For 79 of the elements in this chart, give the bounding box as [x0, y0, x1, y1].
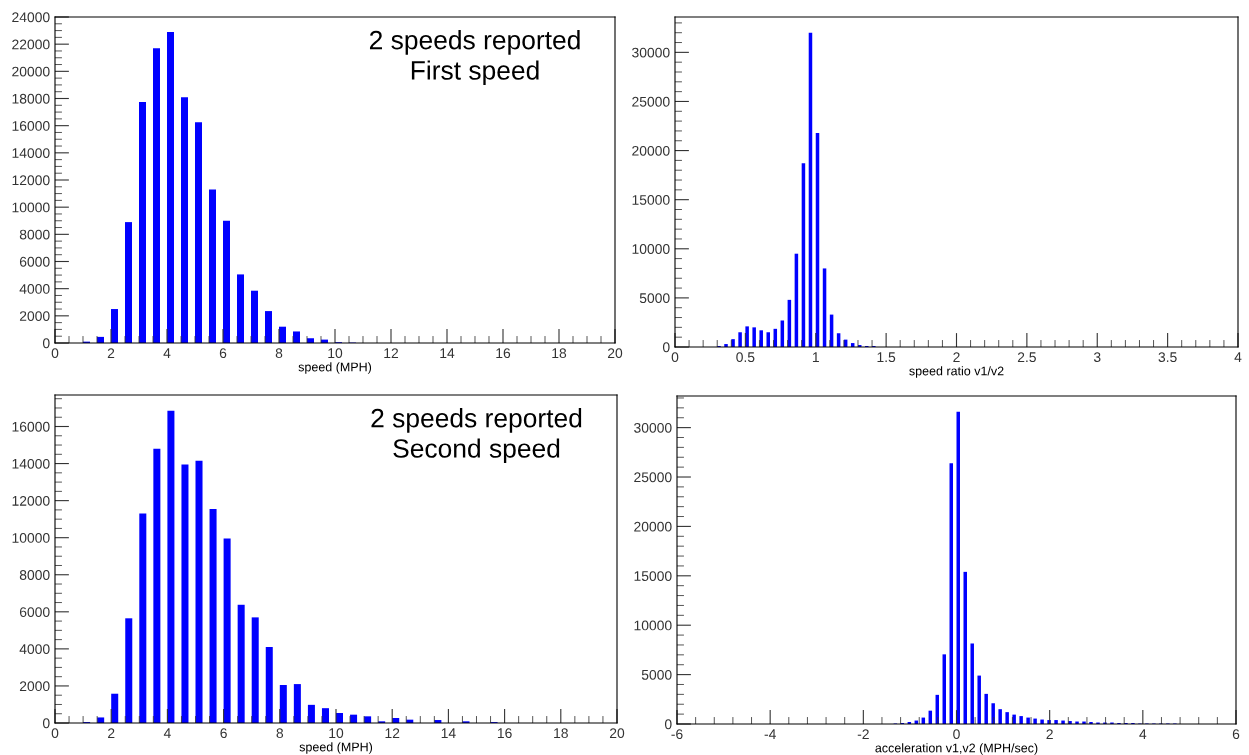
y-tick-label: 8000	[19, 229, 50, 240]
x-tick-label: 20	[607, 348, 623, 359]
x-tick-label: 14	[440, 348, 455, 358]
y-tick-label: 25000	[634, 472, 672, 483]
y-tick-label: 4000	[19, 284, 50, 294]
y-tick-label: 2000	[19, 311, 50, 321]
x-axis-title: speed (MPH)	[298, 362, 372, 374]
y-tick-label: 4000	[19, 644, 50, 655]
x-tick-label: 12	[384, 348, 399, 358]
y-tick-label: 22000	[12, 39, 50, 50]
y-tick-label: 24000	[12, 12, 50, 23]
y-tick-label: 20000	[632, 145, 670, 156]
x-tick-label: 14	[441, 728, 456, 738]
x-axis-title: acceleration v1,v2 (MPH/sec)	[875, 743, 1038, 755]
x-tick-label: 10	[328, 348, 343, 359]
y-tick-label: 30000	[634, 422, 672, 433]
y-tick-label: 5000	[641, 669, 672, 680]
y-tick-label: 16000	[12, 421, 50, 432]
y-tick-label: 10000	[12, 202, 50, 213]
x-tick-label: 4	[163, 728, 171, 738]
x-axis-title: speed ratio v1/v2	[909, 366, 1004, 378]
x-tick-label: -4	[764, 729, 776, 739]
x-tick-label: 1.5	[877, 352, 896, 363]
x-tick-label: 20	[609, 728, 625, 739]
x-tick-label: 18	[552, 348, 567, 359]
x-tick-label: 6	[1232, 729, 1240, 740]
x-axis-title: speed (MPH)	[299, 742, 373, 754]
y-tick-label: 0	[42, 718, 50, 729]
x-tick-label: 4	[163, 348, 171, 358]
y-tick-label: 14000	[12, 458, 50, 469]
x-tick-label: 18	[554, 728, 568, 739]
y-tick-label: 0	[42, 338, 50, 349]
y-tick-label: 6000	[19, 256, 50, 267]
x-tick-label: 2	[1046, 729, 1053, 739]
x-tick-label: 2.5	[1017, 352, 1036, 363]
y-tick-label: 14000	[12, 148, 50, 158]
y-tick-label: 16000	[12, 121, 50, 131]
x-tick-label: 3	[1093, 352, 1101, 363]
x-tick-label: 0	[671, 352, 679, 363]
y-tick-label: 20000	[12, 66, 50, 77]
y-tick-label: 15000	[634, 571, 672, 581]
y-tick-label: 20000	[634, 521, 672, 532]
x-tick-label: 4	[1139, 729, 1147, 739]
x-tick-label: 12	[385, 728, 400, 738]
y-tick-label: 18000	[12, 93, 50, 104]
y-tick-label: 25000	[632, 96, 670, 107]
x-tick-label: 2	[108, 728, 115, 738]
y-tick-label: 10000	[632, 244, 670, 254]
y-tick-label: 12000	[12, 175, 50, 186]
x-tick-label: 3.5	[1158, 352, 1177, 363]
x-tick-label: 1	[812, 352, 819, 362]
y-tick-label: 30000	[632, 47, 670, 58]
y-tick-label: 10000	[12, 533, 50, 543]
x-tick-label: 0.5	[736, 352, 755, 363]
x-tick-label: 8	[276, 728, 284, 739]
y-tick-label: 12000	[12, 495, 50, 506]
x-tick-label: -2	[857, 729, 869, 739]
x-tick-label: 0	[51, 348, 59, 359]
x-tick-label: 10	[329, 728, 344, 739]
y-tick-label: 15000	[632, 195, 670, 205]
annotation: 2 speeds reported Second speed	[371, 408, 582, 464]
x-tick-label: 6	[220, 728, 227, 739]
x-tick-label: 4	[1234, 352, 1242, 362]
y-tick-label: 6000	[19, 607, 50, 617]
x-tick-label: 6	[219, 348, 227, 359]
x-tick-label: 2	[107, 348, 115, 358]
x-tick-label: -6	[671, 729, 683, 740]
x-tick-label: 2	[953, 352, 960, 362]
y-tick-label: 0	[664, 719, 672, 730]
x-tick-label: 0	[51, 728, 59, 739]
x-tick-label: 0	[953, 729, 960, 740]
x-tick-label: 16	[497, 728, 512, 739]
y-tick-label: 2000	[19, 681, 50, 692]
y-tick-label: 5000	[639, 293, 670, 304]
y-tick-label: 8000	[19, 570, 50, 580]
x-tick-label: 8	[275, 348, 283, 359]
y-tick-label: 10000	[634, 620, 672, 631]
annotation: 2 speeds reported First speed	[369, 30, 580, 85]
x-tick-label: 16	[496, 348, 511, 359]
